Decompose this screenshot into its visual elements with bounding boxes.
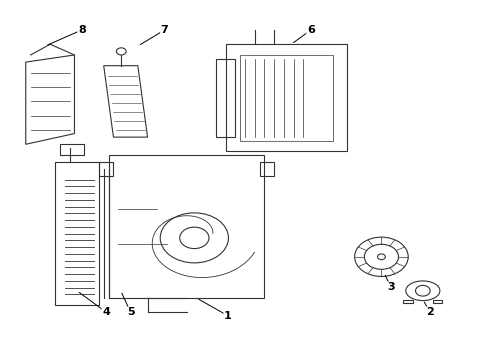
- Text: 3: 3: [388, 282, 395, 292]
- Text: 1: 1: [224, 311, 232, 321]
- Bar: [216, 59, 235, 137]
- Bar: [60, 144, 84, 155]
- Bar: [260, 162, 274, 176]
- Bar: [109, 155, 265, 298]
- Bar: [99, 162, 114, 176]
- Text: 4: 4: [102, 307, 110, 317]
- Bar: [225, 44, 347, 152]
- Text: 8: 8: [78, 25, 86, 35]
- Bar: [403, 300, 413, 303]
- Text: 7: 7: [161, 25, 169, 35]
- Bar: [240, 55, 333, 141]
- Bar: [433, 300, 442, 303]
- Text: 6: 6: [307, 25, 315, 35]
- Text: 5: 5: [127, 307, 134, 317]
- Text: 2: 2: [426, 307, 434, 317]
